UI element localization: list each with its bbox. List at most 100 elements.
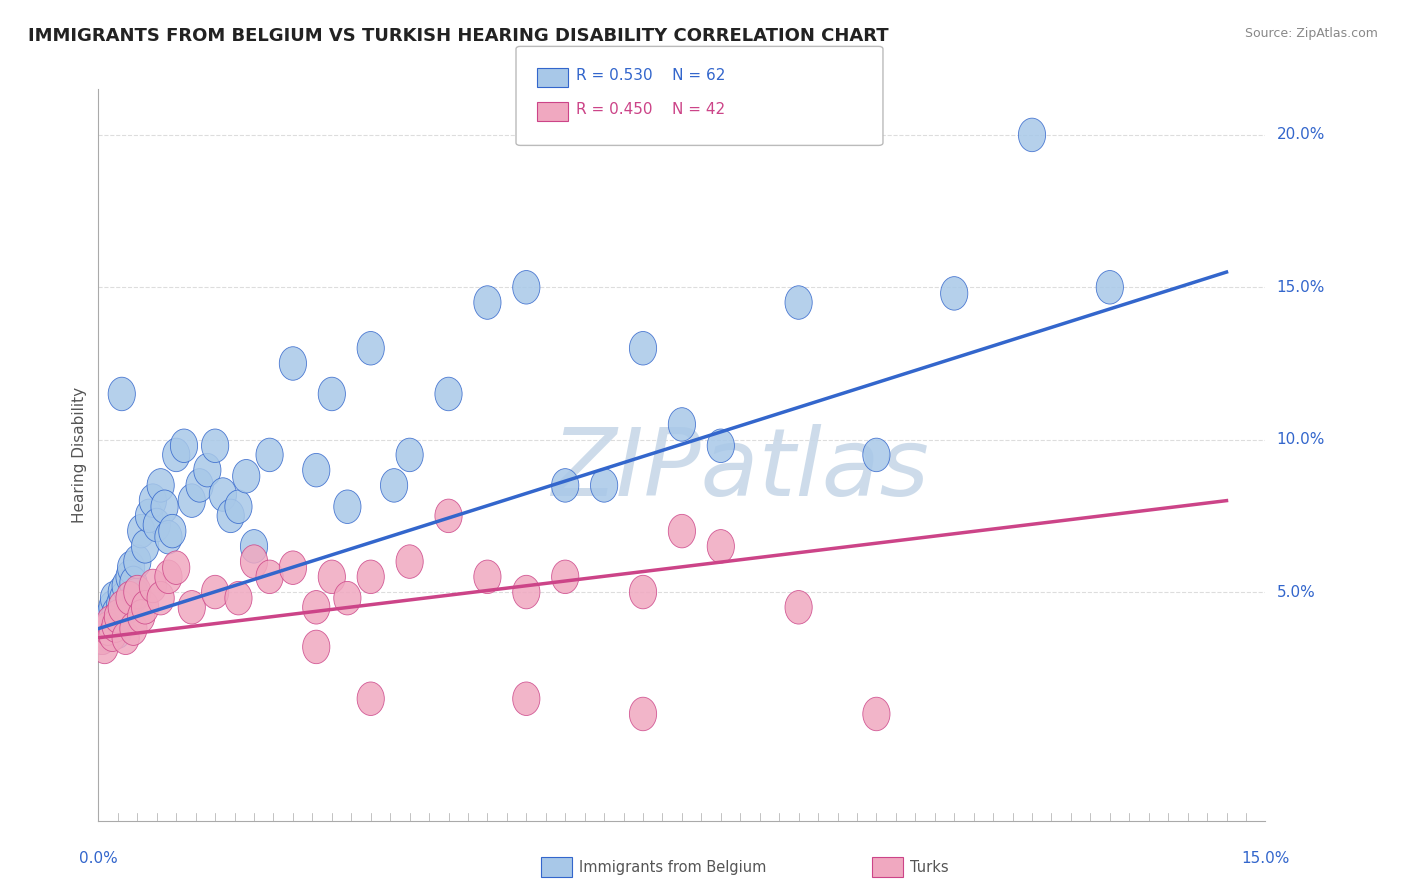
Ellipse shape: [551, 560, 579, 593]
Ellipse shape: [89, 621, 115, 655]
Text: Turks: Turks: [910, 860, 948, 874]
Ellipse shape: [115, 582, 143, 615]
Ellipse shape: [89, 621, 115, 655]
Ellipse shape: [94, 612, 121, 646]
Text: 5.0%: 5.0%: [1277, 584, 1315, 599]
Ellipse shape: [357, 332, 384, 365]
Ellipse shape: [209, 478, 236, 511]
Ellipse shape: [108, 377, 135, 410]
Ellipse shape: [333, 490, 361, 524]
Text: R = 0.450    N = 42: R = 0.450 N = 42: [576, 103, 725, 117]
Ellipse shape: [280, 551, 307, 584]
Ellipse shape: [513, 270, 540, 304]
Ellipse shape: [217, 500, 245, 533]
Text: 0.0%: 0.0%: [79, 851, 118, 866]
Ellipse shape: [630, 332, 657, 365]
Ellipse shape: [396, 545, 423, 578]
Ellipse shape: [124, 545, 150, 578]
Ellipse shape: [150, 490, 179, 524]
Ellipse shape: [114, 591, 142, 624]
Ellipse shape: [668, 408, 696, 442]
Ellipse shape: [98, 591, 127, 624]
Ellipse shape: [240, 530, 267, 563]
Ellipse shape: [91, 630, 118, 664]
Ellipse shape: [240, 545, 267, 578]
Ellipse shape: [148, 468, 174, 502]
Ellipse shape: [396, 438, 423, 472]
Ellipse shape: [110, 582, 136, 615]
Ellipse shape: [104, 615, 132, 648]
Text: IMMIGRANTS FROM BELGIUM VS TURKISH HEARING DISABILITY CORRELATION CHART: IMMIGRANTS FROM BELGIUM VS TURKISH HEARI…: [28, 27, 889, 45]
Ellipse shape: [97, 609, 124, 642]
Ellipse shape: [93, 606, 120, 640]
Ellipse shape: [434, 377, 463, 410]
Ellipse shape: [104, 599, 132, 633]
Ellipse shape: [155, 560, 181, 593]
Ellipse shape: [97, 606, 124, 640]
Ellipse shape: [333, 582, 361, 615]
Ellipse shape: [302, 630, 330, 664]
Ellipse shape: [128, 515, 155, 548]
Ellipse shape: [122, 578, 149, 612]
Ellipse shape: [785, 285, 813, 319]
Ellipse shape: [107, 588, 134, 621]
Ellipse shape: [179, 591, 205, 624]
Ellipse shape: [98, 618, 127, 651]
Ellipse shape: [280, 347, 307, 380]
Ellipse shape: [201, 575, 229, 609]
Ellipse shape: [101, 609, 129, 642]
Ellipse shape: [318, 560, 346, 593]
Ellipse shape: [148, 582, 174, 615]
Ellipse shape: [186, 468, 214, 502]
Text: 15.0%: 15.0%: [1277, 280, 1324, 294]
Ellipse shape: [132, 530, 159, 563]
Ellipse shape: [112, 621, 139, 655]
Ellipse shape: [163, 438, 190, 472]
Ellipse shape: [513, 575, 540, 609]
Ellipse shape: [707, 429, 734, 463]
Ellipse shape: [357, 560, 384, 593]
Ellipse shape: [225, 490, 252, 524]
Ellipse shape: [179, 483, 205, 517]
Ellipse shape: [707, 530, 734, 563]
Ellipse shape: [128, 599, 155, 633]
Ellipse shape: [551, 468, 579, 502]
Ellipse shape: [863, 438, 890, 472]
Ellipse shape: [115, 560, 143, 593]
Ellipse shape: [1097, 270, 1123, 304]
Ellipse shape: [124, 575, 150, 609]
Ellipse shape: [201, 429, 229, 463]
Ellipse shape: [381, 468, 408, 502]
Text: 10.0%: 10.0%: [1277, 433, 1324, 447]
Ellipse shape: [302, 591, 330, 624]
Ellipse shape: [91, 612, 118, 646]
Ellipse shape: [139, 483, 166, 517]
Ellipse shape: [630, 575, 657, 609]
Text: ZIPatlas: ZIPatlas: [551, 424, 929, 515]
Ellipse shape: [108, 591, 135, 624]
Ellipse shape: [132, 591, 159, 624]
Ellipse shape: [155, 520, 181, 554]
Ellipse shape: [120, 612, 148, 646]
Text: 20.0%: 20.0%: [1277, 128, 1324, 143]
Ellipse shape: [630, 698, 657, 731]
Ellipse shape: [232, 459, 260, 493]
Ellipse shape: [112, 569, 139, 603]
Text: 15.0%: 15.0%: [1241, 851, 1289, 866]
Ellipse shape: [100, 582, 128, 615]
Ellipse shape: [318, 377, 346, 410]
Ellipse shape: [357, 682, 384, 715]
Ellipse shape: [120, 566, 148, 599]
Ellipse shape: [434, 500, 463, 533]
Ellipse shape: [94, 618, 121, 651]
Y-axis label: Hearing Disability: Hearing Disability: [72, 387, 87, 523]
Ellipse shape: [785, 591, 813, 624]
Ellipse shape: [118, 551, 145, 584]
Ellipse shape: [170, 429, 198, 463]
Ellipse shape: [101, 597, 129, 630]
Ellipse shape: [159, 515, 186, 548]
Ellipse shape: [302, 453, 330, 487]
Ellipse shape: [941, 277, 967, 310]
Ellipse shape: [668, 515, 696, 548]
Text: Source: ZipAtlas.com: Source: ZipAtlas.com: [1244, 27, 1378, 40]
